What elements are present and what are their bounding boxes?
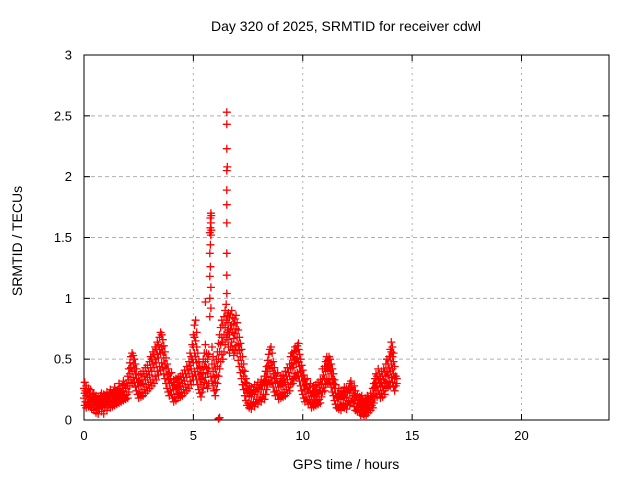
tick-labels: 0 5 10 15 20 0 0.5 1 1.5 2 2.5 3 xyxy=(54,48,529,444)
y-axis-label: SRMTID / TECUs xyxy=(9,186,25,296)
x-tick-label: 15 xyxy=(405,428,419,443)
chart-title: Day 320 of 2025, SRMTID for receiver cdw… xyxy=(211,18,481,34)
y-tick-label: 2 xyxy=(65,169,72,184)
y-tick-label: 0.5 xyxy=(54,352,72,367)
y-tick-label: 0 xyxy=(65,413,72,428)
y-tick-label: 1 xyxy=(65,291,72,306)
x-tick-label: 0 xyxy=(80,428,87,443)
y-tick-label: 1.5 xyxy=(54,230,72,245)
y-tick-label: 3 xyxy=(65,48,72,63)
data-points-layer xyxy=(80,108,401,423)
tick-marks xyxy=(83,54,609,421)
x-tick-label: 5 xyxy=(190,428,197,443)
x-tick-label: 20 xyxy=(514,428,528,443)
y-tick-label: 2.5 xyxy=(54,108,72,123)
x-tick-label: 10 xyxy=(296,428,310,443)
x-axis-label: GPS time / hours xyxy=(293,456,400,472)
scatter-points xyxy=(80,108,401,423)
